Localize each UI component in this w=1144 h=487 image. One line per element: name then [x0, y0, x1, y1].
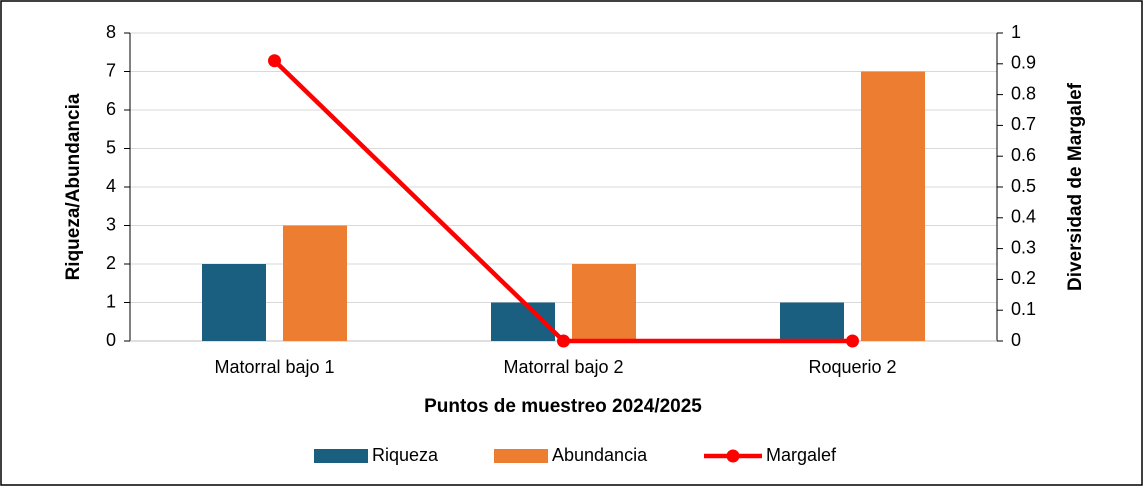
- x-axis-title: Puntos de muestreo 2024/2025: [424, 396, 702, 417]
- bar: [572, 264, 636, 341]
- bar: [283, 225, 347, 341]
- bar: [861, 71, 925, 341]
- y2-tick-label: 0.6: [1011, 145, 1036, 165]
- y2-tick-label: 0.8: [1011, 83, 1036, 103]
- x-tick-label: Matorral bajo 2: [503, 357, 623, 377]
- y-tick-label: 2: [106, 253, 116, 273]
- bar: [202, 264, 266, 341]
- x-tick-label: Matorral bajo 1: [214, 357, 334, 377]
- y-tick-label: 8: [106, 22, 116, 42]
- y-axis-title: Riqueza/Abundancia: [63, 93, 84, 280]
- y2-tick-label: 1: [1011, 22, 1021, 42]
- y2-tick-label: 0.2: [1011, 268, 1036, 288]
- line-marker: [557, 334, 570, 348]
- y2-tick-label: 0.4: [1011, 207, 1036, 227]
- y2-tick-label: 0.7: [1011, 114, 1036, 134]
- y2-axis-title: Diversidad de Margalef: [1065, 82, 1086, 291]
- legend-label: Margalef: [766, 445, 837, 465]
- y2-tick-label: 0.5: [1011, 176, 1036, 196]
- x-tick-label: Roquerio 2: [808, 357, 896, 377]
- y-tick-label: 3: [106, 214, 116, 234]
- legend-swatch: [314, 449, 368, 463]
- line-marker: [268, 54, 281, 68]
- y-tick-label: 4: [106, 176, 116, 196]
- legend-label: Riqueza: [372, 445, 439, 465]
- bar: [780, 302, 844, 341]
- legend-swatch: [494, 449, 548, 463]
- y-tick-label: 5: [106, 137, 116, 157]
- y-tick-label: 6: [106, 99, 116, 119]
- y-tick-label: 1: [106, 291, 116, 311]
- y2-tick-label: 0.1: [1011, 299, 1036, 319]
- y2-tick-label: 0.9: [1011, 53, 1036, 73]
- y2-tick-label: 0.3: [1011, 237, 1036, 257]
- y-tick-label: 7: [106, 60, 116, 80]
- legend-swatch-marker: [726, 449, 740, 463]
- y2-tick-label: 0: [1011, 330, 1021, 350]
- y-tick-label: 0: [106, 330, 116, 350]
- line-marker: [846, 334, 859, 348]
- legend-label: Abundancia: [552, 445, 648, 465]
